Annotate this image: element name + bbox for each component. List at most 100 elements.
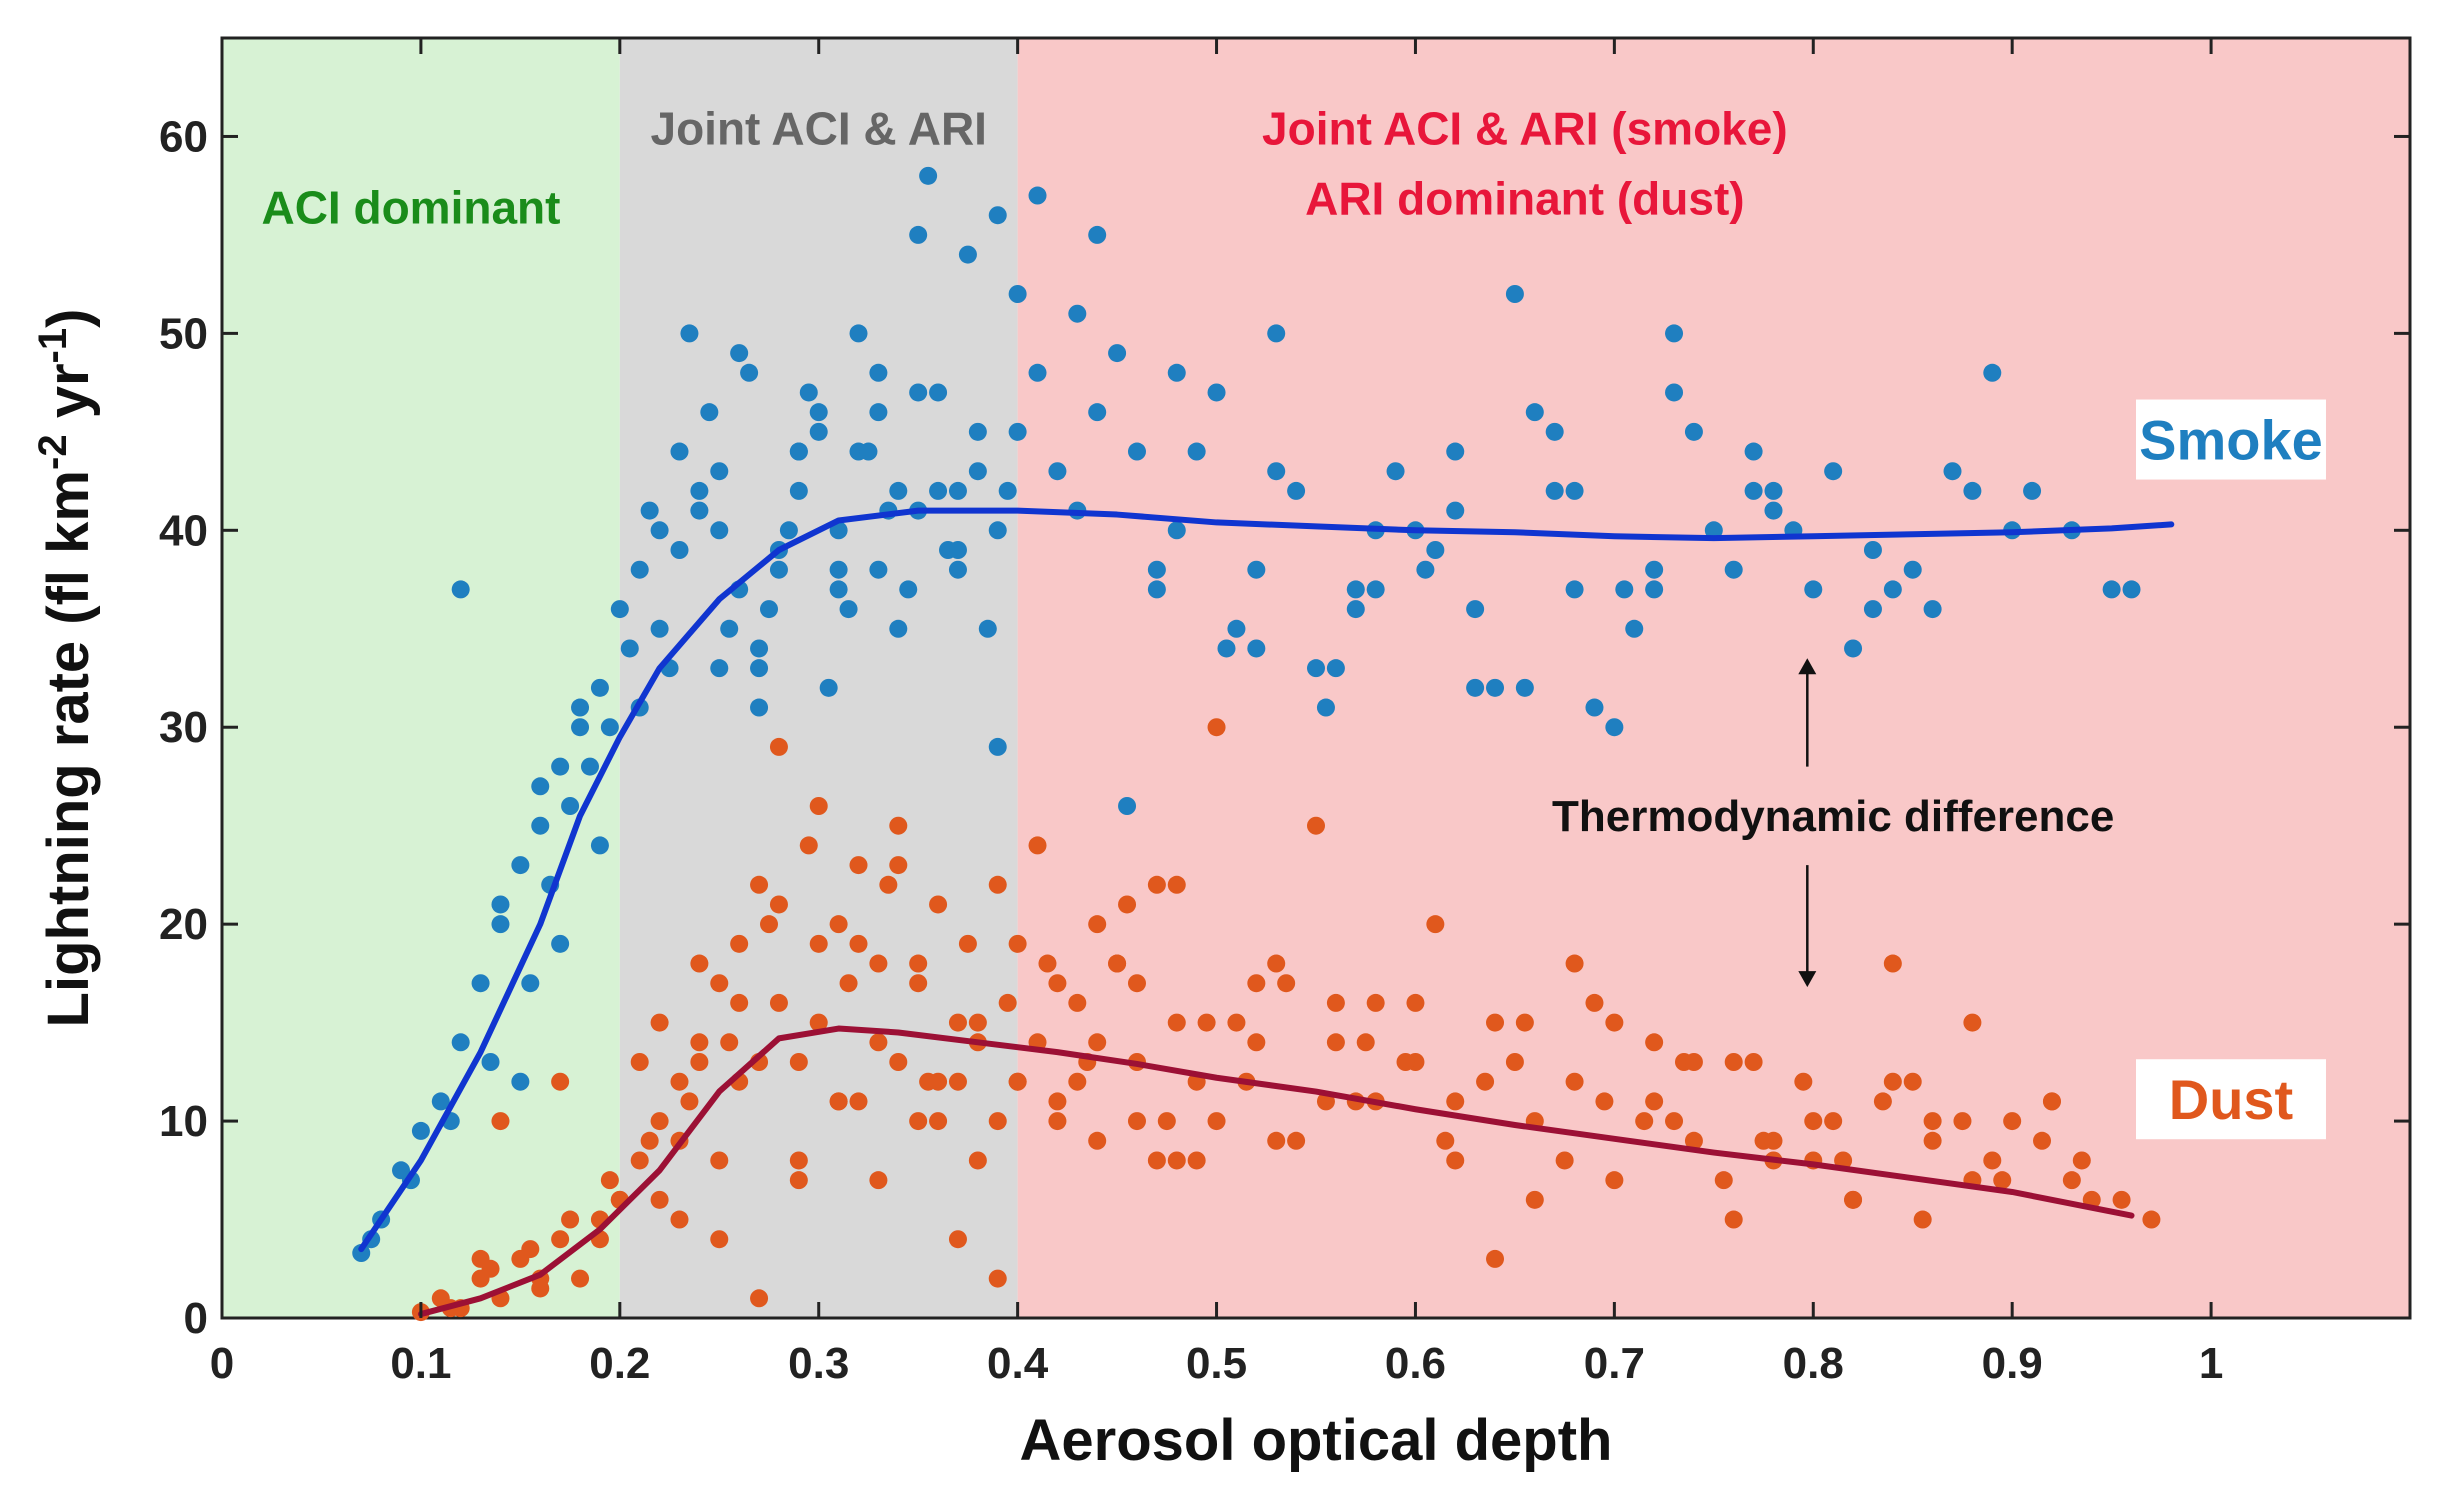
y-tick-label: 20 [159,900,208,949]
smoke-point [1684,422,1703,441]
dust-point [1127,1112,1146,1131]
smoke-scatter-points [352,166,2141,1263]
smoke-point [829,580,848,599]
smoke-point [1724,560,1743,579]
dust-fit-curve [417,1025,2135,1318]
y-axis-title-main: Lightning rate (fl km [36,470,101,1027]
smoke-point [1217,639,1236,658]
dust-point [1525,1190,1544,1209]
dust-point [551,1072,570,1091]
smoke-point [1207,383,1226,402]
dust-point [670,1210,689,1229]
dust-point [1645,1033,1664,1052]
smoke-point [869,363,888,382]
smoke-point [1267,462,1286,481]
dust-point [1923,1131,1942,1150]
smoke-point [451,1033,470,1052]
smoke-point [471,974,490,993]
smoke-point [1903,560,1922,579]
smoke-point [1068,304,1087,323]
dust-point [968,1151,987,1170]
dust-point [1227,1013,1246,1032]
smoke-point [1515,678,1534,697]
smoke-point [1127,442,1146,461]
dust-point [769,737,788,756]
smoke-point [809,422,828,441]
smoke-point [1744,481,1763,500]
dust-point [1267,1131,1286,1150]
smoke-point [551,757,570,776]
dust-point [1505,1053,1524,1071]
dust-point [839,974,858,993]
smoke-point [899,580,918,599]
dust-point [1187,1151,1206,1170]
dust-point [561,1210,580,1229]
smoke-point [1147,560,1166,579]
dust-point [1595,1092,1614,1111]
dust-point [710,1151,729,1170]
dust-label-box [2135,1059,2326,1140]
dust-point [929,1112,948,1131]
region-label-aci-0: ACI dominant [261,181,560,233]
dust-point [1207,1112,1226,1131]
smoke-point [889,481,908,500]
smoke-point [1585,698,1604,717]
x-tick-label: 0.4 [987,1339,1049,1388]
dust-point [909,1112,928,1131]
dust-point [1476,1072,1495,1091]
smoke-point [948,481,967,500]
dust-point [1267,954,1286,973]
smoke-point [829,560,848,579]
smoke-point [1486,678,1505,697]
smoke-point [1048,462,1067,481]
dust-point [730,934,749,953]
smoke-point [1844,639,1863,658]
dust-point [1326,993,1345,1012]
dust-point [948,1072,967,1091]
dust-point [1684,1131,1703,1150]
x-tick-label: 0.5 [1186,1339,1247,1388]
dust-point [1744,1053,1763,1071]
dust-point [988,875,1007,894]
dust-point [670,1072,689,1091]
y-tick-label: 50 [159,309,208,358]
smoke-point [481,1053,500,1071]
annotation-arrow-down-head [1798,971,1817,988]
dust-point [1167,1151,1186,1170]
dust-point [809,934,828,953]
smoke-point [610,600,629,619]
dust-point [690,1053,709,1071]
smoke-point [919,166,938,185]
smoke-point [859,442,878,461]
smoke-point [1386,462,1405,481]
y-tick-label: 0 [184,1294,208,1343]
smoke-point [1525,403,1544,422]
dust-point [730,993,749,1012]
dust-point [760,915,778,934]
smoke-point [1665,383,1684,402]
smoke-point [839,600,858,619]
region-label-ari-1: ARI dominant (dust) [1305,173,1745,225]
smoke-point [710,659,729,678]
smoke-point [521,974,540,993]
dust-point [690,1033,709,1052]
dust-point [889,856,908,875]
smoke-point [580,757,599,776]
smoke-point [809,403,828,422]
smoke-point [690,481,709,500]
y-axis-title-mid: yr [36,363,101,434]
dust-point [710,974,729,993]
region-label-joint-0: Joint ACI & ARI [650,103,986,155]
dust-point [2112,1190,2131,1209]
dust-point [879,875,898,894]
dust-point [889,1053,908,1071]
dust-point [1585,993,1604,1012]
dust-point [869,1171,888,1190]
dust-point [789,1171,808,1190]
dust-point [710,1230,729,1249]
dust-point [1048,1092,1067,1111]
smoke-point [1028,186,1047,205]
smoke-point [491,895,510,914]
dust-point [2072,1151,2091,1170]
smoke-point [1963,481,1982,500]
